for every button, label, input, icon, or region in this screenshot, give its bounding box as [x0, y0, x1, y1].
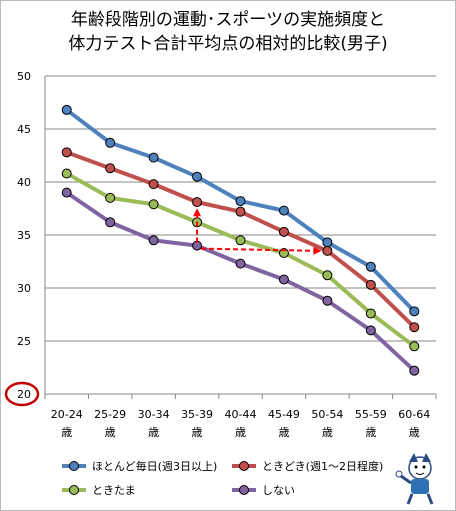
x-tick-label-unit: 歳	[105, 426, 116, 439]
legend-swatch-marker	[239, 485, 249, 495]
data-point	[322, 295, 333, 306]
x-tick-label-unit: 歳	[322, 426, 333, 439]
y-tick-label: 50	[17, 70, 31, 83]
x-tick-label: 45-49	[268, 408, 300, 421]
data-point	[235, 258, 246, 269]
x-tick-label-unit: 歳	[235, 426, 246, 439]
x-tick-label: 60-64	[398, 408, 430, 421]
data-point	[322, 237, 333, 248]
data-point	[322, 245, 333, 256]
legend-label: しない	[262, 484, 295, 497]
x-tick-label-unit: 歳	[278, 426, 289, 439]
data-point	[235, 196, 246, 207]
y-tick-label: 45	[17, 123, 31, 136]
y-tick-label: 30	[17, 282, 31, 295]
data-point	[148, 199, 159, 210]
x-tick-label-unit: 歳	[409, 426, 420, 439]
x-tick-label: 20-24	[51, 408, 83, 421]
data-point	[61, 168, 72, 179]
data-point	[409, 365, 420, 376]
legend-swatch-marker	[69, 461, 79, 471]
x-tick-label: 35-39	[181, 408, 213, 421]
data-point	[235, 206, 246, 217]
data-point	[322, 270, 333, 281]
x-tick-label: 25-29	[94, 408, 126, 421]
data-point	[61, 104, 72, 115]
x-tick-label: 40-44	[225, 408, 257, 421]
data-point	[235, 235, 246, 246]
data-point	[365, 261, 376, 272]
legend-label: ときどき(週1～2日程度)	[262, 459, 383, 473]
data-point	[409, 306, 420, 317]
data-point	[105, 192, 116, 203]
data-point	[105, 217, 116, 228]
data-point	[409, 341, 420, 352]
x-tick-label-unit: 歳	[365, 426, 376, 439]
data-point	[192, 171, 203, 182]
x-tick-label: 55-59	[355, 408, 387, 421]
x-tick-label-unit: 歳	[61, 426, 72, 439]
y-tick-label: 40	[17, 176, 31, 189]
legend-swatch-marker	[69, 485, 79, 495]
data-point	[192, 197, 203, 208]
y-tick-label: 25	[17, 335, 31, 348]
data-point	[105, 137, 116, 148]
x-tick-label: 30-34	[138, 408, 170, 421]
data-point	[365, 279, 376, 290]
axis-min-highlight-circle	[4, 381, 40, 407]
y-tick-label: 20	[17, 388, 31, 401]
series-line	[65, 190, 416, 373]
data-point	[365, 325, 376, 336]
data-point	[409, 322, 420, 333]
y-tick-label: 35	[17, 229, 31, 242]
data-point	[148, 179, 159, 190]
x-tick-label-unit: 歳	[192, 426, 203, 439]
x-tick-label: 50-54	[311, 408, 343, 421]
legend-label: ほとんど毎日(週3日以上)	[92, 460, 217, 473]
legend-label: ときたま	[92, 484, 136, 497]
data-point	[278, 226, 289, 237]
data-point	[148, 152, 159, 163]
data-point	[148, 235, 159, 246]
chart-title: 年齢段階別の運動･スポーツの実施頻度と 体力テスト合計平均点の相対的比較(男子)	[68, 10, 388, 54]
legend-swatch-marker	[239, 461, 249, 471]
data-point	[278, 274, 289, 285]
data-point	[61, 187, 72, 198]
data-point	[61, 147, 72, 158]
horizontal-arrow	[201, 246, 322, 255]
mascot-figure	[395, 453, 434, 505]
x-tick-label-unit: 歳	[148, 426, 159, 439]
data-point	[105, 163, 116, 174]
data-point	[365, 308, 376, 319]
data-point	[278, 205, 289, 216]
